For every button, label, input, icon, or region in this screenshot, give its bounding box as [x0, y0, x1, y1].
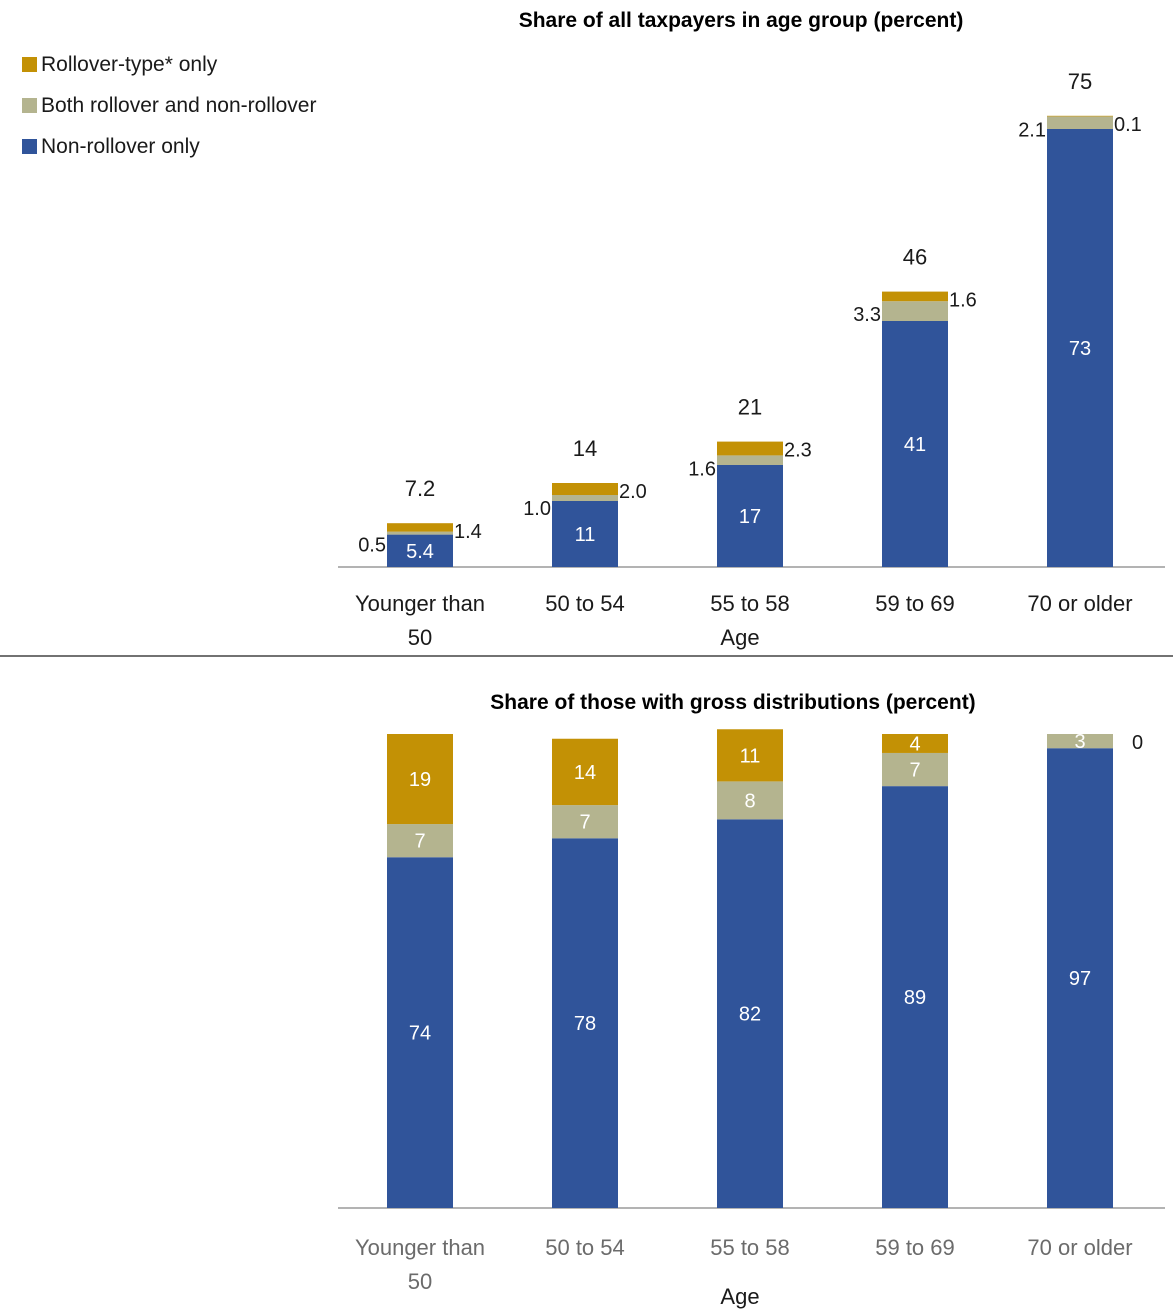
x-axis-label: Age — [720, 625, 759, 650]
label-both-70-or-older: 2.1 — [1018, 119, 1046, 141]
label-rollover-55-to-58: 2.3 — [784, 440, 812, 462]
chart-bottom-title: Share of those with gross distributions … — [490, 691, 975, 714]
label-non-rollover-younger-than-50: 74 — [409, 1023, 431, 1045]
label-both-59-to-69: 7 — [909, 760, 920, 782]
bar-non-rollover-younger-than-50 — [387, 534, 453, 567]
label-total-59-to-69: 46 — [903, 245, 927, 270]
tick-label-59-to-69: 59 to 69 — [875, 591, 955, 616]
bar-non-rollover-55-to-58 — [717, 465, 783, 567]
label-total-50-to-54: 14 — [573, 436, 597, 461]
label-non-rollover-55-to-58: 82 — [739, 1004, 761, 1026]
legend-item-non-rollover: Non-rollover only — [22, 126, 316, 167]
legend-label-rollover: Rollover-type* only — [41, 52, 218, 76]
label-rollover-59-to-69: 1.6 — [949, 290, 977, 312]
bar-non-rollover-55-to-58 — [717, 819, 783, 1208]
label-rollover-70-or-older: 0.1 — [1114, 114, 1142, 136]
legend-item-rollover: Rollover-type* only — [22, 44, 316, 85]
bar-non-rollover-younger-than-50 — [387, 857, 453, 1208]
bar-both-55-to-58 — [717, 455, 783, 465]
bar-rollover-59-to-69 — [882, 734, 948, 753]
bar-rollover-younger-than-50 — [387, 523, 453, 532]
bar-both-70-or-older — [1047, 116, 1113, 129]
label-both-younger-than-50: 7 — [414, 831, 425, 853]
label-both-younger-than-50: 0.5 — [358, 535, 386, 557]
tick-label-younger-than-50: Younger than 50 — [355, 1235, 485, 1294]
bar-both-70-or-older — [1047, 734, 1113, 749]
tick-label-50-to-54: 50 to 54 — [545, 591, 625, 616]
label-non-rollover-59-to-69: 89 — [904, 987, 926, 1009]
bar-rollover-55-to-58 — [717, 729, 783, 782]
bar-both-59-to-69 — [882, 752, 948, 787]
bar-non-rollover-59-to-69 — [882, 786, 948, 1208]
label-both-55-to-58: 1.6 — [688, 458, 716, 480]
legend-swatch-rollover — [22, 57, 37, 72]
tick-label-70-or-older: 70 or older — [1027, 1235, 1132, 1260]
bar-non-rollover-70-or-older — [1047, 748, 1113, 1208]
label-both-50-to-54: 7 — [579, 812, 590, 834]
label-rollover-50-to-54: 2.0 — [619, 481, 647, 503]
x-axis-label: Age — [720, 1284, 759, 1309]
label-rollover-50-to-54: 14 — [574, 762, 596, 784]
label-total-younger-than-50: 7.2 — [405, 476, 436, 501]
label-rollover-70-or-older: 0 — [1132, 732, 1143, 754]
bar-non-rollover-70-or-older — [1047, 129, 1113, 567]
label-both-55-to-58: 8 — [744, 790, 755, 812]
label-non-rollover-59-to-69: 41 — [904, 434, 926, 456]
legend-item-both: Both rollover and non-rollover — [22, 85, 316, 126]
tick-label-70-or-older: 70 or older — [1027, 591, 1132, 616]
label-rollover-55-to-58: 11 — [740, 745, 761, 767]
bar-both-younger-than-50 — [387, 824, 453, 858]
label-total-70-or-older: 75 — [1068, 69, 1092, 94]
legend-swatch-non-rollover — [22, 139, 37, 154]
bar-rollover-70-or-older — [1047, 115, 1113, 117]
label-non-rollover-70-or-older: 73 — [1069, 338, 1091, 360]
legend-label-non-rollover: Non-rollover only — [41, 134, 200, 158]
tick-label-55-to-58: 55 to 58 — [710, 591, 790, 616]
label-rollover-younger-than-50: 1.4 — [454, 521, 482, 543]
bar-rollover-59-to-69 — [882, 291, 948, 302]
legend: Rollover-type* only Both rollover and no… — [22, 44, 316, 167]
label-both-70-or-older: 3 — [1074, 731, 1085, 753]
bar-both-50-to-54 — [552, 805, 618, 839]
legend-label-both: Both rollover and non-rollover — [41, 93, 317, 117]
bar-rollover-50-to-54 — [552, 738, 618, 806]
bar-rollover-50-to-54 — [552, 483, 618, 495]
tick-label-younger-than-50: Younger than 50 — [355, 591, 485, 650]
bar-both-59-to-69 — [882, 301, 948, 321]
label-non-rollover-50-to-54: 78 — [574, 1013, 596, 1035]
label-total-55-to-58: 21 — [738, 395, 762, 420]
chart-top-title: Share of all taxpayers in age group (per… — [519, 9, 964, 32]
bar-non-rollover-59-to-69 — [882, 321, 948, 567]
label-non-rollover-55-to-58: 17 — [739, 506, 761, 528]
tick-label-55-to-58: 55 to 58 — [710, 1235, 790, 1260]
bar-both-55-to-58 — [717, 781, 783, 820]
chart-bottom-gross-distributions: Share of those with gross distributions … — [338, 691, 1165, 1309]
chart-top-all-taxpayers: Share of all taxpayers in age group (per… — [338, 9, 1165, 650]
bar-non-rollover-50-to-54 — [552, 501, 618, 567]
bar-both-50-to-54 — [552, 495, 618, 501]
label-non-rollover-50-to-54: 11 — [575, 524, 596, 546]
label-non-rollover-younger-than-50: 5.4 — [406, 541, 434, 563]
bar-rollover-55-to-58 — [717, 441, 783, 456]
label-both-50-to-54: 1.0 — [523, 498, 551, 520]
label-non-rollover-70-or-older: 97 — [1069, 968, 1091, 990]
bar-non-rollover-50-to-54 — [552, 838, 618, 1208]
legend-swatch-both — [22, 98, 37, 113]
label-both-59-to-69: 3.3 — [853, 304, 881, 326]
label-rollover-59-to-69: 4 — [909, 733, 920, 755]
bar-both-younger-than-50 — [387, 531, 453, 535]
label-rollover-younger-than-50: 19 — [409, 769, 431, 791]
bar-rollover-younger-than-50 — [387, 734, 453, 825]
tick-label-59-to-69: 59 to 69 — [875, 1235, 955, 1260]
tick-label-50-to-54: 50 to 54 — [545, 1235, 625, 1260]
